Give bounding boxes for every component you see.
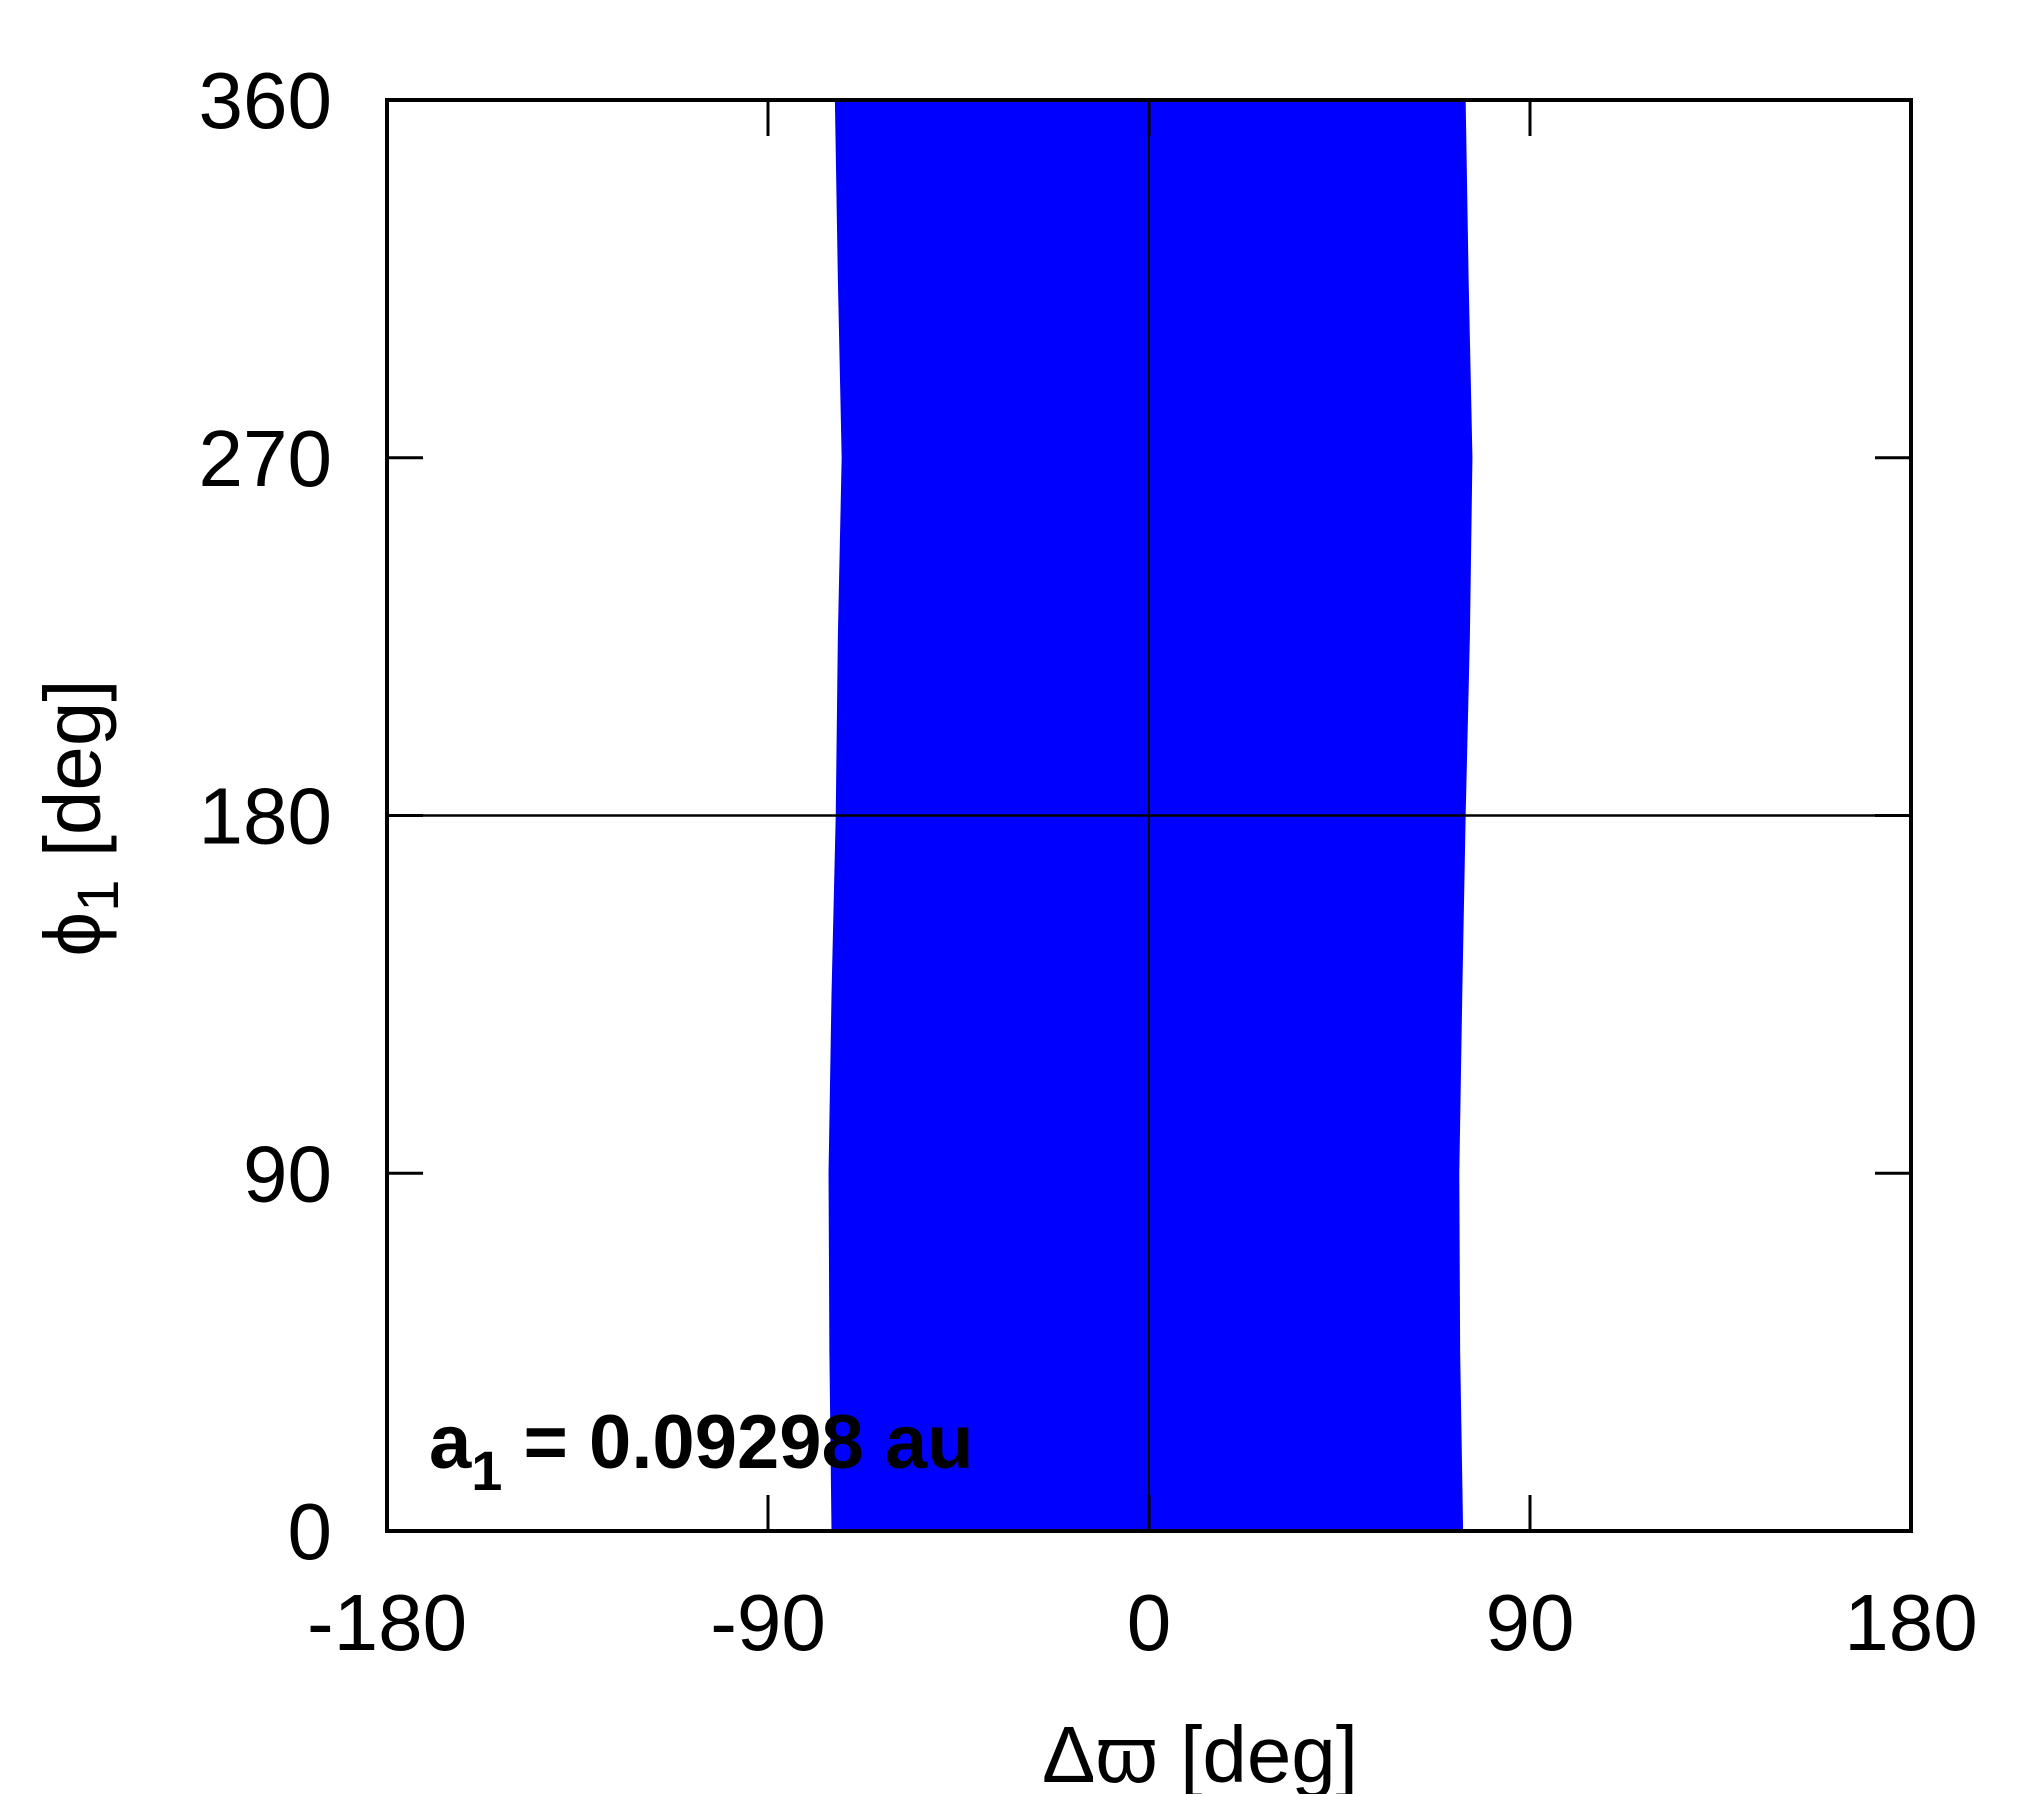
annotation: a1 = 0.09298 au (429, 1400, 974, 1502)
y-label-sub: 1 (66, 880, 131, 912)
x-tick-label: -180 (307, 1578, 467, 1667)
annotation-main: a (429, 1400, 472, 1485)
plot-frame (385, 98, 1913, 1533)
y-axis-label: ϕ1 [deg] (28, 679, 131, 956)
y-tick-label: 360 (199, 56, 332, 145)
y-tick-label: 180 (199, 772, 332, 861)
y-label-main: ϕ (28, 912, 117, 957)
y-tick-label: 90 (243, 1129, 332, 1218)
x-tick-label: 180 (1844, 1578, 1977, 1667)
x-tick-label: -90 (710, 1578, 826, 1667)
y-tick-label: 0 (288, 1487, 333, 1576)
annotation-sub: 1 (471, 1439, 502, 1502)
x-tick-label: 0 (1127, 1578, 1172, 1667)
annotation-rest: = 0.09298 au (502, 1400, 973, 1485)
x-axis-label: Δϖ [deg] (1042, 1710, 1358, 1794)
y-label-rest: [deg] (28, 679, 117, 879)
x-tick-label: 90 (1486, 1578, 1575, 1667)
y-tick-label: 270 (199, 414, 332, 503)
